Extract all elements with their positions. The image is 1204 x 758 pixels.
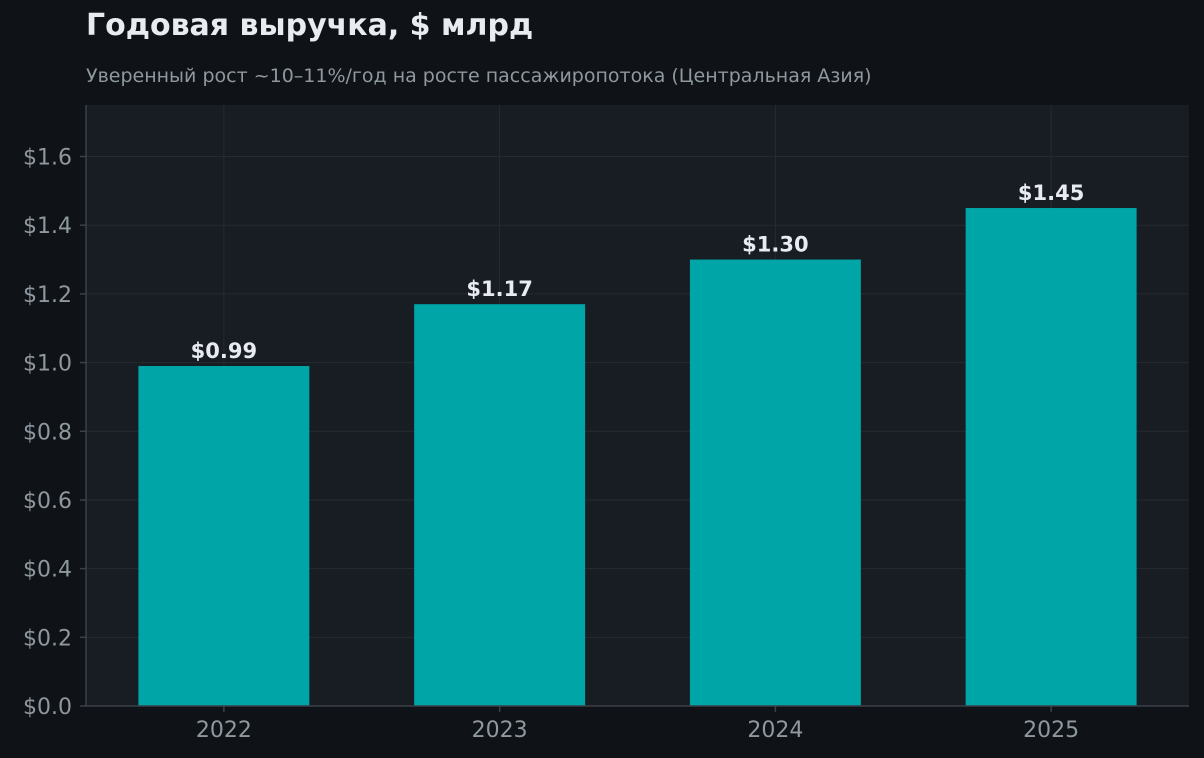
x-tick-label: 2024 — [747, 718, 803, 743]
bar-value-label: $1.30 — [742, 233, 808, 257]
x-tick-label: 2022 — [196, 718, 252, 743]
y-tick-label: $0.4 — [23, 558, 72, 583]
bar-value-label: $1.45 — [1018, 181, 1084, 205]
bar — [414, 304, 586, 706]
bar — [138, 366, 310, 706]
y-tick-label: $0.6 — [23, 489, 72, 514]
y-tick-label: $0.2 — [23, 626, 72, 651]
bar-value-label: $0.99 — [191, 339, 257, 363]
x-tick-label: 2023 — [472, 718, 528, 743]
bar-value-label: $1.17 — [466, 277, 532, 301]
y-tick-label: $1.0 — [23, 352, 72, 377]
x-tick-label: 2025 — [1023, 718, 1079, 743]
chart-subtitle: Уверенный рост ~10–11%/год на росте пасс… — [86, 65, 872, 87]
y-tick-label: $0.0 — [23, 695, 72, 720]
bar — [965, 208, 1137, 706]
y-tick-label: $1.2 — [23, 283, 72, 308]
y-tick-label: $1.6 — [23, 146, 72, 171]
bar — [689, 259, 861, 706]
y-tick-label: $1.4 — [23, 214, 72, 239]
y-tick-label: $0.8 — [23, 420, 72, 445]
chart-title: Годовая выручка, $ млрд — [86, 8, 534, 43]
